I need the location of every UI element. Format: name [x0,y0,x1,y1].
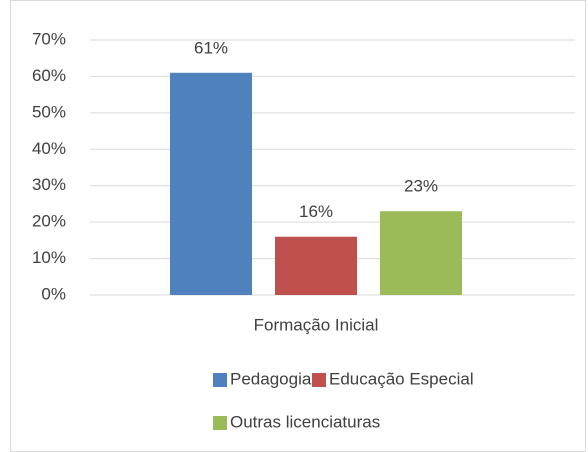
y-tick-label: 20% [32,212,66,231]
data-label: 16% [299,202,333,221]
chart-frame [10,0,586,452]
y-tick-label: 0% [41,284,66,303]
legend-label: Pedagogia [230,369,312,388]
y-tick-label: 50% [32,102,66,121]
legend-label: Outras licenciaturas [230,412,380,431]
y-tick-label: 60% [32,66,66,85]
bar [380,211,462,295]
legend-swatch [213,416,227,430]
data-label: 23% [404,177,438,196]
bar [170,72,252,296]
legend-swatch [312,373,326,387]
y-tick-label: 40% [32,139,66,158]
legend-label: Educação Especial [329,369,474,388]
legend-swatch [213,373,227,387]
data-label: 61% [194,38,228,57]
y-tick-label: 70% [32,29,66,48]
x-tick-label: Formação Inicial [254,315,379,334]
y-tick-label: 10% [32,248,66,267]
bar [275,236,357,295]
y-tick-label: 30% [32,175,66,194]
